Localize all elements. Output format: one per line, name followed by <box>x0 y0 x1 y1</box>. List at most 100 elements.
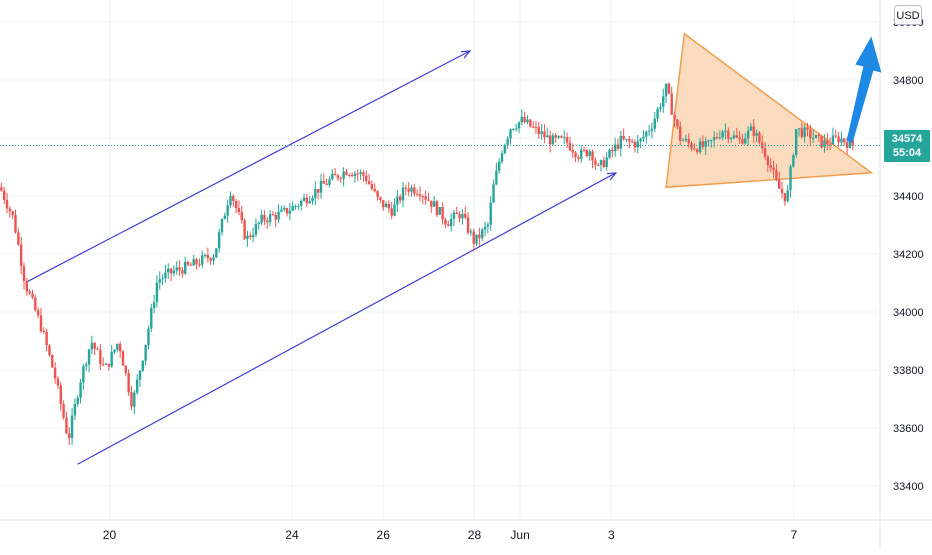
candle-body <box>543 131 546 138</box>
candle-body <box>316 188 320 193</box>
candle-body <box>557 136 560 138</box>
candle-body <box>379 197 382 200</box>
candle-body <box>53 367 57 379</box>
candle-body <box>418 194 422 197</box>
candle-body <box>308 201 311 204</box>
candle-body <box>387 203 391 209</box>
candle-body <box>520 116 524 123</box>
candle-body <box>73 403 77 416</box>
candle-body <box>840 138 843 143</box>
candle-body <box>596 164 600 166</box>
candle-body <box>746 130 750 139</box>
candle-body <box>645 131 648 137</box>
y-tick-label: 34000 <box>893 307 924 319</box>
candle-body <box>814 134 818 139</box>
candle-body <box>121 351 125 366</box>
currency-button[interactable]: USD <box>894 5 922 25</box>
candle-body <box>628 138 631 142</box>
candle-body <box>59 385 62 404</box>
candle-body <box>803 127 806 137</box>
candle-body <box>401 187 405 201</box>
candle-body <box>495 170 498 185</box>
candle-body <box>778 179 781 189</box>
candle-body <box>232 195 235 202</box>
y-tick-label: 33600 <box>893 423 924 435</box>
candle-body <box>294 205 297 207</box>
candle-body <box>455 212 458 215</box>
candle-body <box>427 199 430 201</box>
candle-body <box>240 212 243 221</box>
candle-body <box>150 308 153 329</box>
candle-body <box>676 119 679 127</box>
candle-body <box>588 151 591 156</box>
x-tick-label: 7 <box>790 528 797 542</box>
candle-body <box>738 137 741 139</box>
candle-body <box>492 184 495 203</box>
candle-body <box>630 141 634 143</box>
candle-body <box>656 108 659 119</box>
candle-body <box>529 119 532 127</box>
candle-body <box>110 351 113 367</box>
candle-body <box>331 173 334 180</box>
candle-body <box>19 244 23 267</box>
candle-body <box>200 255 204 265</box>
candle-body <box>503 144 507 154</box>
candle-body <box>718 137 722 139</box>
candle-body <box>34 297 37 311</box>
candle-body <box>322 180 326 184</box>
candle-body <box>31 293 34 298</box>
candle-body <box>302 197 306 201</box>
candle-body <box>789 166 792 191</box>
candle-body <box>735 135 738 138</box>
candle-body <box>169 268 173 274</box>
candle-body <box>670 93 673 115</box>
candle-body <box>62 403 65 418</box>
candle-body <box>594 160 597 165</box>
candle-body <box>2 190 6 201</box>
candle-body <box>133 392 136 407</box>
candle-body <box>116 343 119 350</box>
candle-body <box>90 342 94 350</box>
candle-body <box>410 187 413 192</box>
candle-body <box>580 149 583 159</box>
candle-body <box>647 130 651 132</box>
candle-body <box>415 193 419 195</box>
candle-body <box>186 261 190 265</box>
candle-body <box>560 136 563 138</box>
candle-body <box>365 175 368 181</box>
candle-body <box>353 173 357 177</box>
candle-body <box>608 149 611 158</box>
candle-body <box>118 343 122 352</box>
candle-body <box>766 156 770 166</box>
candle-body <box>70 415 74 439</box>
candle-body <box>568 142 572 151</box>
candle-body <box>223 215 227 220</box>
candle-body <box>243 220 246 239</box>
candle-body <box>130 392 133 407</box>
candle-body <box>509 129 512 139</box>
candle-body <box>599 160 603 165</box>
candle-body <box>345 171 348 175</box>
candle-body <box>198 264 201 266</box>
candle-body <box>141 360 144 371</box>
candle-body <box>792 155 795 167</box>
candle-body <box>51 354 54 368</box>
candle-body <box>613 144 617 152</box>
candle-body <box>851 139 854 146</box>
candle-body <box>639 138 642 142</box>
candle-body <box>96 348 99 350</box>
candle-body <box>28 291 31 294</box>
candle-body <box>673 114 676 120</box>
candle-body <box>625 138 628 140</box>
candle-body <box>263 214 266 221</box>
candle-body <box>724 130 727 132</box>
candle-body <box>203 254 207 256</box>
candle-body <box>359 172 362 174</box>
candle-body <box>693 148 696 150</box>
candle-body <box>8 208 12 212</box>
candle-body <box>704 141 707 147</box>
candle-body <box>396 196 399 205</box>
candle-body <box>758 132 761 143</box>
